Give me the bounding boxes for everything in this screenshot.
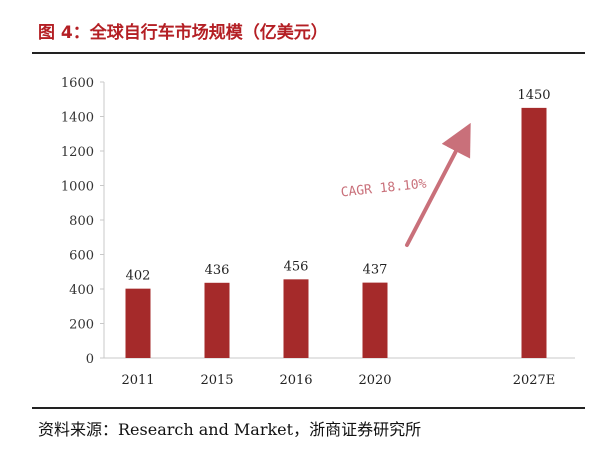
bar xyxy=(125,288,151,358)
bar xyxy=(204,282,230,358)
y-tick-label: 1600 xyxy=(61,76,94,91)
bar xyxy=(521,107,547,358)
data-label: 1450 xyxy=(517,88,550,103)
bar xyxy=(362,282,388,358)
y-tick-label: 1200 xyxy=(61,145,94,160)
data-label: 437 xyxy=(363,263,388,278)
x-tick-label: 2015 xyxy=(200,373,233,388)
data-label: 456 xyxy=(284,259,309,274)
cagr-annotation: CAGR 18.10% xyxy=(340,177,427,201)
y-tick-label: 200 xyxy=(69,318,94,333)
y-tick-label: 600 xyxy=(69,249,94,264)
y-tick-label: 0 xyxy=(86,352,94,367)
cagr-arrow xyxy=(405,122,471,247)
y-tick-label: 1400 xyxy=(61,111,94,126)
bar xyxy=(283,279,309,358)
bar-chart: 0 200 400 600 800 1000 1200 1400 1600 402 2011 436 2… xyxy=(61,76,575,388)
source-note: 资料来源：Research and Market，浙商证券研究所 xyxy=(38,420,422,439)
source-rule xyxy=(32,407,585,409)
data-label: 436 xyxy=(205,263,230,278)
figure-title: 图 4：全球自行车市场规模（亿美元） xyxy=(38,23,328,43)
x-tick-label: 2020 xyxy=(358,373,391,388)
y-tick-label: 800 xyxy=(69,214,94,229)
title-rule xyxy=(32,52,585,54)
y-tick-label: 400 xyxy=(69,283,94,298)
data-label: 402 xyxy=(126,269,151,284)
y-tick-label: 1000 xyxy=(61,180,94,195)
x-tick-label: 2027E xyxy=(513,373,556,388)
x-tick-label: 2011 xyxy=(121,373,154,388)
x-tick-label: 2016 xyxy=(279,373,312,388)
